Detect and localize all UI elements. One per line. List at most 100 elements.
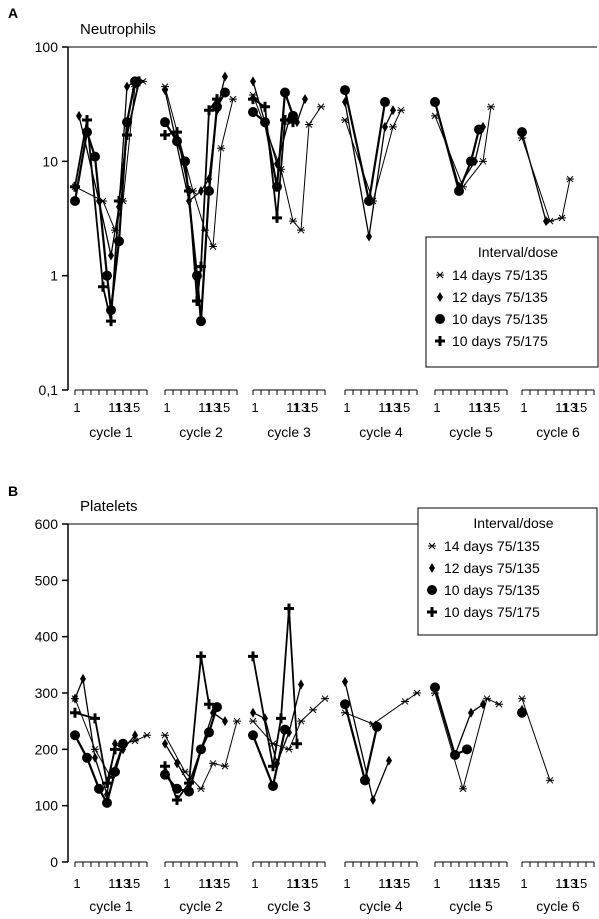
x-day-tick-label: 15 (396, 876, 410, 891)
x-day-tick-label: 15 (486, 876, 500, 891)
x-day-tick-label: 13 (476, 400, 490, 415)
data-point (72, 693, 78, 704)
y-tick-label: 0,1 (39, 382, 59, 398)
y-tick-label: 600 (35, 516, 59, 532)
data-point (90, 713, 100, 724)
data-point (204, 186, 214, 197)
legend-entry: 12 days 75/135 (444, 560, 540, 576)
data-point (248, 651, 258, 662)
data-point (76, 110, 82, 121)
x-day-tick-label: 1 (251, 400, 258, 415)
data-point (248, 94, 258, 105)
data-point (94, 783, 104, 794)
data-point (517, 707, 527, 718)
data-point (204, 105, 214, 116)
data-point (364, 195, 374, 206)
x-day-tick-label: 13 (206, 876, 220, 891)
data-point (134, 76, 144, 87)
legend-marker (429, 563, 435, 573)
data-point (70, 195, 80, 206)
data-point (98, 281, 108, 292)
data-point (268, 780, 278, 791)
data-point (222, 716, 228, 727)
data-point (276, 713, 286, 724)
data-point (110, 766, 120, 777)
series-line (252, 698, 326, 750)
data-point (370, 795, 376, 806)
panel-2-legend: Interval/dose 14 days 75/135 12 days 75/13… (417, 507, 598, 636)
x-group-label: cycle 1 (89, 424, 133, 440)
data-point (209, 760, 217, 767)
x-day-tick-label: 11 (108, 400, 122, 415)
x-group-label: cycle 2 (179, 424, 223, 440)
legend-title: Interval/dose (473, 515, 553, 531)
x-day-tick-label: 13 (563, 876, 577, 891)
x-day-tick-label: 15 (126, 400, 140, 415)
data-point (184, 186, 194, 197)
data-point (288, 110, 298, 121)
data-point (212, 101, 222, 112)
y-tick-label: 0 (50, 854, 58, 870)
legend-marker (437, 292, 443, 302)
data-point (297, 717, 305, 725)
data-point (196, 316, 206, 327)
data-point (260, 117, 270, 128)
data-point (250, 707, 256, 718)
data-point (430, 97, 440, 108)
x-day-tick-label: 15 (216, 876, 230, 891)
y-tick-label: 100 (35, 39, 59, 55)
panel-1-legend: Interval/dose 14 days 75/135 12 days 75/13… (425, 236, 599, 368)
data-point (70, 730, 80, 741)
x-day-tick-label: 15 (573, 400, 587, 415)
x-group-label: cycle 2 (179, 898, 223, 914)
legend-marker (435, 314, 445, 324)
series-line (164, 721, 238, 790)
data-point (197, 785, 205, 793)
y-tick-label: 100 (35, 798, 59, 814)
x-day-tick-label: 13 (386, 400, 400, 415)
data-point (184, 786, 194, 797)
data-point (217, 144, 225, 152)
x-day-tick-label: 1 (433, 876, 440, 891)
panel-b-letter: B (8, 483, 18, 499)
data-point (288, 117, 298, 128)
data-point (70, 181, 80, 192)
data-point (70, 707, 80, 718)
legend-entry: 10 days 75/135 (452, 311, 548, 327)
data-point (389, 123, 397, 131)
data-point (280, 114, 290, 125)
data-point (413, 689, 421, 697)
data-point (143, 731, 151, 739)
data-point (401, 698, 409, 705)
series-line (433, 687, 468, 757)
neutrophils-panel-title: Neutrophils (80, 21, 156, 38)
data-point (289, 217, 297, 225)
y-tick-label: 1 (50, 268, 58, 284)
legend-marker (427, 585, 437, 595)
x-day-tick-label: 13 (386, 876, 400, 891)
x-group-label: cycle 1 (89, 898, 133, 914)
data-point (340, 85, 350, 96)
data-point (160, 761, 170, 772)
data-point (114, 195, 124, 206)
x-day-tick-label: 13 (206, 400, 220, 415)
series-line (252, 608, 298, 767)
x-day-tick-label: 11 (198, 876, 212, 891)
x-day-tick-label: 11 (108, 876, 122, 891)
data-point (285, 745, 293, 753)
legend-marker (436, 271, 444, 279)
x-day-tick-label: 13 (294, 400, 308, 415)
data-point (250, 76, 256, 87)
data-point (102, 270, 112, 281)
data-point (162, 85, 168, 96)
x-day-tick-label: 1 (73, 400, 80, 415)
y-tick-label: 300 (35, 685, 59, 701)
data-point (233, 717, 241, 725)
series-3 (70, 682, 527, 808)
x-day-tick-label: 13 (294, 876, 308, 891)
data-point (118, 738, 128, 749)
data-point (172, 136, 182, 147)
data-point (122, 129, 132, 140)
data-point (480, 699, 486, 710)
